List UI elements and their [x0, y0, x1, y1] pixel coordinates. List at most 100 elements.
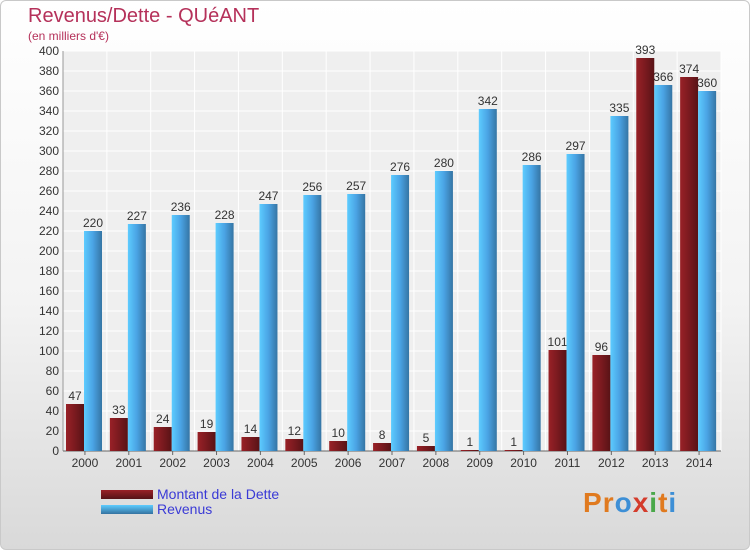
x-tick-label: 2000	[72, 456, 99, 470]
revenue-bar	[303, 195, 322, 451]
debt-value-label: 1	[466, 435, 473, 449]
debt-bar	[460, 450, 479, 451]
debt-value-label: 12	[288, 424, 302, 438]
debt-bar	[285, 439, 304, 451]
logo-letter: x	[632, 487, 650, 518]
logo-letter: r	[602, 487, 615, 518]
legend-label-debt: Montant de la Dette	[157, 486, 280, 502]
revenue-bar	[391, 175, 410, 451]
debt-bar	[680, 77, 699, 451]
revenue-value-label: 366	[653, 70, 673, 84]
revenue-value-label: 335	[609, 101, 629, 115]
debt-bar	[241, 437, 260, 451]
revenue-bar	[566, 154, 585, 451]
legend-label-revenue: Revenus	[157, 501, 213, 517]
revenue-value-label: 276	[390, 160, 410, 174]
revenue-value-label: 220	[83, 216, 103, 230]
debt-bar	[153, 427, 172, 451]
y-tick-label: 380	[39, 64, 59, 78]
revenue-bar	[478, 109, 497, 451]
y-tick-label: 240	[39, 204, 59, 218]
y-tick-label: 280	[39, 164, 59, 178]
debt-value-label: 14	[244, 422, 258, 436]
y-tick-label: 40	[46, 404, 60, 418]
debt-value-label: 24	[156, 412, 170, 426]
revenue-bar	[171, 215, 190, 451]
y-tick-label: 360	[39, 84, 59, 98]
y-tick-label: 300	[39, 144, 59, 158]
revenue-value-label: 360	[697, 76, 717, 90]
debt-value-label: 1	[510, 435, 517, 449]
debt-bar	[636, 58, 655, 451]
revenue-bar	[522, 165, 541, 451]
debt-bar	[109, 418, 128, 451]
debt-value-label: 8	[379, 428, 386, 442]
legend-swatch-revenue	[101, 505, 153, 514]
debt-value-label: 5	[423, 431, 430, 445]
y-tick-label: 220	[39, 224, 59, 238]
debt-value-label: 47	[68, 389, 82, 403]
debt-value-label: 19	[200, 417, 214, 431]
y-tick-label: 140	[39, 304, 59, 318]
revenue-value-label: 342	[478, 94, 498, 108]
y-tick-label: 260	[39, 184, 59, 198]
revenue-value-label: 286	[522, 150, 542, 164]
x-tick-label: 2001	[115, 456, 142, 470]
x-tick-label: 2004	[247, 456, 274, 470]
revenue-value-label: 236	[171, 200, 191, 214]
revenue-bar	[610, 116, 629, 451]
chart-title: Revenus/Dette - QUéANT	[28, 5, 260, 27]
x-tick-label: 2007	[379, 456, 406, 470]
debt-bar	[592, 355, 611, 451]
revenue-bar	[127, 224, 146, 451]
revenue-value-label: 257	[346, 179, 366, 193]
y-tick-label: 180	[39, 264, 59, 278]
debt-value-label: 393	[635, 43, 655, 57]
y-tick-label: 400	[39, 44, 59, 58]
debt-value-label: 96	[595, 340, 609, 354]
revenue-value-label: 227	[127, 209, 147, 223]
x-tick-label: 2006	[335, 456, 362, 470]
x-tick-label: 2011	[555, 456, 581, 470]
logo-letter: i	[668, 487, 678, 518]
x-tick-label: 2008	[423, 456, 450, 470]
debt-bar	[329, 441, 348, 451]
debt-bar	[373, 443, 392, 451]
revenue-value-label: 247	[258, 189, 278, 203]
revenue-value-label: 256	[302, 180, 322, 194]
debt-bar	[504, 450, 523, 451]
debt-value-label: 10	[332, 426, 346, 440]
proxiti-logo: Proxiti	[583, 487, 677, 519]
logo-letter: i	[649, 487, 659, 518]
x-tick-label: 2003	[203, 456, 230, 470]
revenue-value-label: 297	[566, 139, 586, 153]
y-tick-label: 200	[39, 244, 59, 258]
debt-bar	[416, 446, 435, 451]
y-tick-label: 340	[39, 104, 59, 118]
debt-value-label: 101	[548, 335, 568, 349]
revenue-value-label: 280	[434, 156, 454, 170]
y-tick-label: 80	[46, 364, 60, 378]
y-tick-label: 320	[39, 124, 59, 138]
revenue-bar	[259, 204, 278, 451]
legend-swatch-debt	[101, 490, 153, 499]
logo-letter: t	[658, 487, 669, 518]
debt-bar	[66, 404, 84, 451]
debt-value-label: 374	[679, 62, 699, 76]
logo-letter: P	[583, 487, 603, 518]
y-tick-label: 60	[46, 384, 60, 398]
x-tick-label: 2013	[642, 456, 669, 470]
x-tick-label: 2012	[598, 456, 625, 470]
revenue-bar	[434, 171, 453, 451]
revenue-bar	[215, 223, 234, 451]
y-tick-label: 100	[39, 344, 59, 358]
revenue-bar	[84, 231, 102, 451]
x-tick-label: 2010	[510, 456, 537, 470]
revenue-value-label: 228	[215, 208, 235, 222]
y-tick-label: 0	[52, 444, 59, 458]
x-tick-label: 2009	[466, 456, 493, 470]
revenue-bar	[654, 85, 673, 451]
y-tick-label: 120	[39, 324, 59, 338]
